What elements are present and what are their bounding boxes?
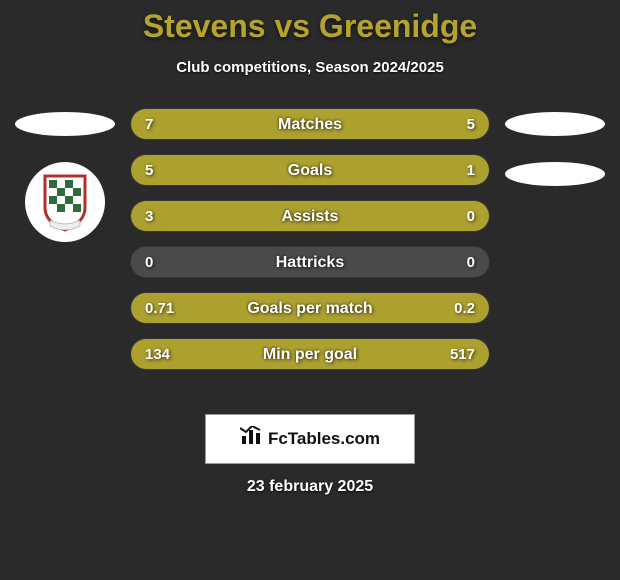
stat-bars: 75Matches 51Goals 30Assists 00Hattricks 0.71…	[130, 108, 490, 384]
bar-chart-icon	[240, 426, 262, 452]
right-club-marker	[505, 162, 605, 186]
branding-label: FcTables.com	[268, 429, 380, 449]
stat-label: Goals per match	[131, 293, 489, 323]
stat-row: 30Assists	[130, 200, 490, 232]
stat-label: Goals	[131, 155, 489, 185]
stat-row: 75Matches	[130, 108, 490, 140]
stat-label: Matches	[131, 109, 489, 139]
comparison-widget: Stevens vs Greenidge Club competitions, …	[0, 0, 620, 496]
season-subtitle: Club competitions, Season 2024/2025	[0, 59, 620, 76]
right-player-marker	[505, 112, 605, 136]
stat-row: 00Hattricks	[130, 246, 490, 278]
stat-label: Hattricks	[131, 247, 489, 277]
page-title: Stevens vs Greenidge	[0, 8, 620, 45]
left-player-column	[10, 108, 120, 242]
stat-row: 0.710.2Goals per match	[130, 292, 490, 324]
stat-row: 134517Min per goal	[130, 338, 490, 370]
footer-date: 23 february 2025	[0, 478, 620, 496]
left-player-marker	[15, 112, 115, 136]
stats-area: 75Matches 51Goals 30Assists 00Hattricks 0.71…	[0, 108, 620, 408]
stat-row: 51Goals	[130, 154, 490, 186]
branding-box[interactable]: FcTables.com	[205, 414, 415, 464]
stat-label: Min per goal	[131, 339, 489, 369]
left-club-badge	[25, 162, 105, 242]
stat-label: Assists	[131, 201, 489, 231]
right-player-column	[500, 108, 610, 186]
